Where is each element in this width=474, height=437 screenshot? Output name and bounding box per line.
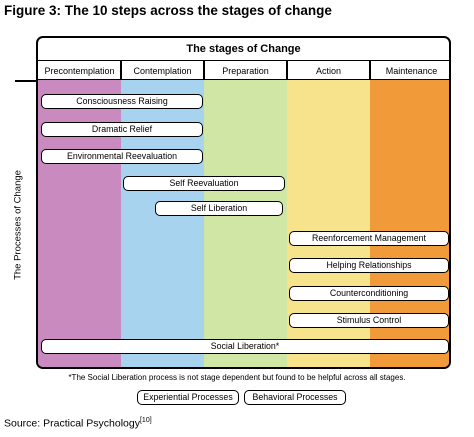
legend-behavioral-processes: Behavioral Processes: [244, 390, 346, 405]
process-consciousness-raising: Consciousness Raising: [41, 94, 203, 109]
stage-header-maintenance: Maintenance: [370, 60, 449, 80]
stage-header-contemplation: Contemplation: [121, 60, 204, 80]
process-counterconditioning: Counterconditioning: [289, 286, 449, 301]
legend-experiential-processes: Experiential Processes: [137, 390, 239, 405]
header-divider: [286, 60, 288, 80]
header-divider: [120, 60, 122, 80]
stage-header-action: Action: [287, 60, 370, 80]
footnote: *The Social Liberation process is not st…: [68, 373, 406, 382]
stage-header-precontemplation: Precontemplation: [38, 60, 121, 80]
process-self-reevaluation: Self Reevaluation: [123, 176, 285, 191]
processes-axis-label-text: The Processes of Change: [12, 170, 24, 280]
figure-title: Figure 3: The 10 steps across the stages…: [4, 3, 332, 18]
process-self-liberation: Self Liberation: [155, 201, 283, 216]
diagram-title: The stages of Change: [186, 43, 301, 55]
stages-of-change-diagram: The stages of Change Precontemplation Co…: [36, 36, 451, 369]
source-reference: [10]: [139, 417, 152, 424]
processes-axis-label: The Processes of Change: [8, 80, 28, 370]
stage-header-preparation: Preparation: [204, 60, 287, 80]
process-social-liberation: Social Liberation*: [41, 339, 449, 354]
source-text: Source: Practical Psychology: [4, 417, 140, 430]
process-reenforcement-management: Reenforcement Management: [289, 231, 449, 246]
side-connector-line: [15, 80, 36, 82]
process-helping-relationships: Helping Relationships: [289, 258, 449, 273]
header-divider: [369, 60, 371, 80]
header-divider: [203, 60, 205, 80]
process-environmental-reevaluation: Environmental Reevaluation: [41, 149, 203, 164]
process-stimulus-control: Stimulus Control: [289, 313, 449, 328]
process-dramatic-relief: Dramatic Relief: [41, 122, 203, 137]
stage-column-preparation: [204, 80, 287, 367]
source-citation: Source: Practical Psychology[10]: [4, 417, 152, 430]
